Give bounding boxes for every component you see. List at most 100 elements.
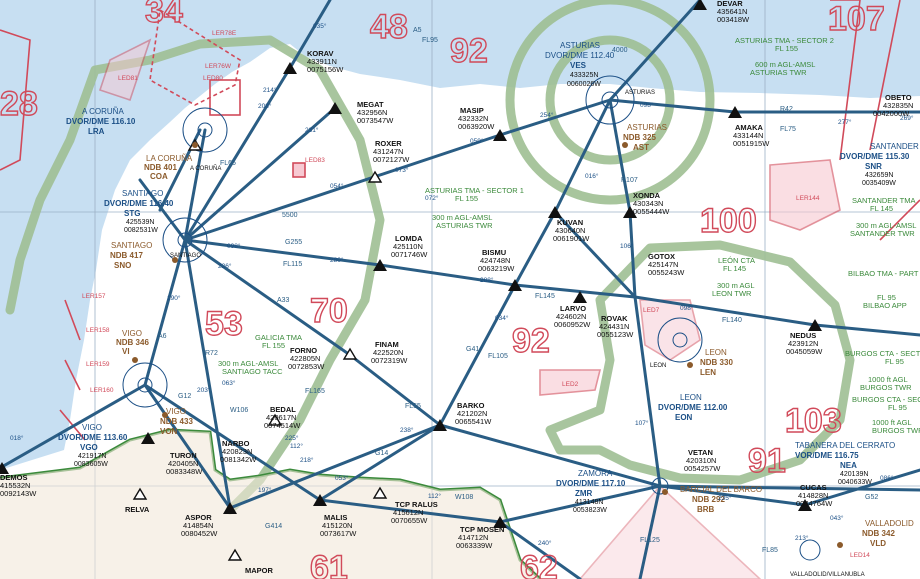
point-asturias-label: ASTURIAS bbox=[625, 90, 655, 96]
svg-text:BURGOS CTA - SECTOR: BURGOS CTA - SECTOR bbox=[852, 395, 920, 404]
airspace-note: BURGOS CTA - SECTORFL 95 bbox=[852, 395, 920, 412]
svg-text:FINAM: FINAM bbox=[375, 340, 399, 349]
svg-text:BISMU: BISMU bbox=[482, 248, 506, 257]
svg-text:FL 145: FL 145 bbox=[870, 204, 893, 213]
course-label: 107° bbox=[635, 419, 649, 427]
airway-label: G41 bbox=[466, 346, 479, 353]
svg-text:TABANERA DEL CERRATO: TABANERA DEL CERRATO bbox=[795, 441, 895, 450]
point-santiago-label: SANTIAGO bbox=[170, 253, 201, 259]
svg-text:ROXER: ROXER bbox=[375, 139, 402, 148]
course-label: 112° bbox=[428, 492, 441, 500]
svg-text:SANTANDER TMA: SANTANDER TMA bbox=[852, 196, 915, 205]
course-label: 190° bbox=[167, 294, 181, 302]
svg-text:BURGOS TWR: BURGOS TWR bbox=[872, 426, 920, 435]
ndb-symbols bbox=[132, 142, 843, 548]
svg-text:421202N: 421202N bbox=[457, 409, 487, 418]
svg-text:STG: STG bbox=[124, 209, 140, 218]
point-leon-label: LEON bbox=[650, 363, 666, 369]
svg-text:0081342W: 0081342W bbox=[220, 455, 257, 464]
sea-area bbox=[0, 0, 920, 470]
course-label: 059° bbox=[470, 137, 484, 145]
svg-text:NDB 342: NDB 342 bbox=[862, 529, 895, 538]
restricted-area-label: LED81 bbox=[118, 75, 138, 82]
airway-label: FL165 bbox=[305, 388, 325, 395]
svg-text:BEDAL: BEDAL bbox=[270, 405, 296, 414]
svg-text:430343N: 430343N bbox=[633, 199, 663, 208]
course-label: 225° bbox=[285, 434, 299, 442]
svg-text:LA CORUÑA: LA CORUÑA bbox=[146, 154, 193, 163]
svg-text:DVOR/DME 117.10: DVOR/DME 117.10 bbox=[556, 479, 626, 488]
area-number: 70 bbox=[310, 292, 348, 330]
waypoint-triangle bbox=[283, 62, 297, 74]
restricted-area-label: LER78E bbox=[212, 30, 237, 37]
svg-text:GOTOX: GOTOX bbox=[648, 252, 675, 261]
svg-text:0063920W: 0063920W bbox=[458, 122, 495, 131]
svg-text:DVOR/DME 113.60: DVOR/DME 113.60 bbox=[58, 433, 128, 442]
restricted-area-label: LER160 bbox=[90, 387, 114, 394]
svg-text:ASPOR: ASPOR bbox=[185, 513, 212, 522]
svg-text:0061901W: 0061901W bbox=[553, 234, 590, 243]
svg-text:VIGO: VIGO bbox=[166, 407, 186, 416]
area-number: 48 bbox=[370, 8, 408, 46]
svg-text:432659N: 432659N bbox=[865, 172, 893, 179]
course-label: 226° bbox=[218, 262, 232, 270]
svg-text:430640N: 430640N bbox=[555, 226, 585, 235]
svg-text:LEN: LEN bbox=[700, 368, 716, 377]
restricted-area-label: LER159 bbox=[86, 361, 110, 368]
restricted-area-label: LER76W bbox=[205, 63, 232, 70]
portugal-hatch bbox=[0, 430, 540, 579]
svg-text:VES: VES bbox=[570, 61, 587, 70]
svg-text:NDB 346: NDB 346 bbox=[116, 338, 149, 347]
svg-text:422520N: 422520N bbox=[373, 348, 403, 357]
airway-label: R42 bbox=[780, 106, 793, 113]
svg-text:TURON: TURON bbox=[170, 451, 197, 460]
restricted-area-label: LED14 bbox=[850, 552, 870, 559]
svg-text:300 m AGL-AMSL: 300 m AGL-AMSL bbox=[856, 221, 916, 230]
area-number: 91 bbox=[748, 442, 786, 480]
area-number: 28 bbox=[0, 85, 38, 123]
svg-text:VON: VON bbox=[160, 427, 178, 436]
svg-text:0083605W: 0083605W bbox=[74, 461, 108, 468]
restricted-area-label: LED83 bbox=[305, 157, 325, 164]
svg-text:VIGO: VIGO bbox=[82, 423, 102, 432]
waypoint-triangle bbox=[141, 432, 155, 444]
svg-text:421917N: 421917N bbox=[78, 453, 106, 460]
waypoint-triangle bbox=[328, 102, 342, 114]
svg-text:0075156W: 0075156W bbox=[307, 65, 344, 74]
airspace-note: ASTURIAS TMA - SECTOR 1FL 155 bbox=[425, 186, 524, 203]
svg-text:0092143W: 0092143W bbox=[0, 489, 37, 498]
svg-text:BILBAO APP: BILBAO APP bbox=[863, 301, 907, 310]
svg-text:425110N: 425110N bbox=[393, 242, 423, 251]
svg-text:SANTIAGO TACC: SANTIAGO TACC bbox=[222, 367, 283, 376]
svg-text:EON: EON bbox=[675, 413, 693, 422]
svg-text:0080452W: 0080452W bbox=[181, 529, 218, 538]
svg-text:433325N: 433325N bbox=[570, 72, 598, 79]
svg-text:MEGAT: MEGAT bbox=[357, 100, 384, 109]
svg-text:415120N: 415120N bbox=[322, 521, 352, 530]
svg-text:NARBO: NARBO bbox=[222, 439, 250, 448]
area-number: 61 bbox=[310, 549, 348, 579]
svg-text:KORAV: KORAV bbox=[307, 49, 334, 58]
svg-text:0051915W: 0051915W bbox=[733, 139, 770, 148]
svg-text:FL 145: FL 145 bbox=[723, 264, 746, 273]
course-label: 112° bbox=[290, 442, 303, 450]
svg-text:ASTURIAS: ASTURIAS bbox=[560, 41, 600, 50]
